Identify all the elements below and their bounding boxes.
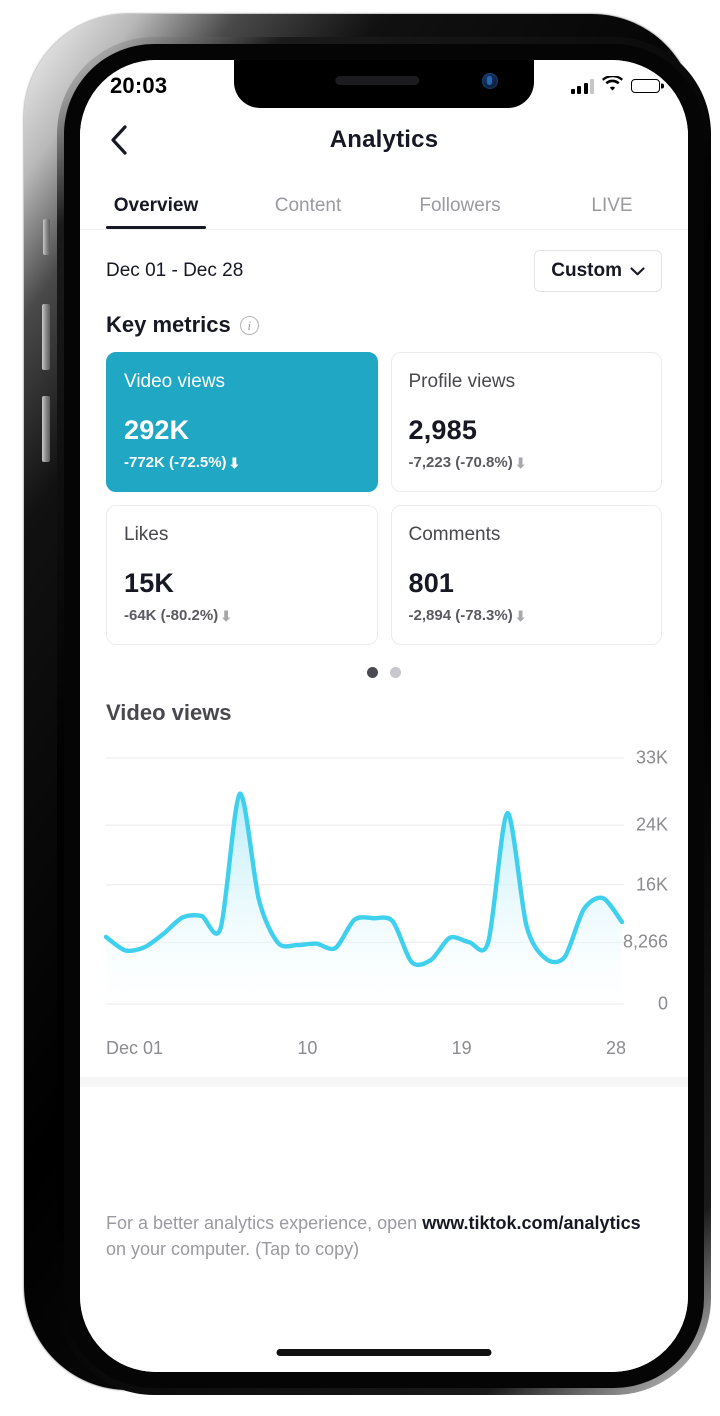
metric-card-label: Profile views [408,371,516,392]
metric-card-delta-text: -7,223 (-70.8%) [408,454,513,471]
info-circle-icon[interactable]: i [239,315,259,335]
date-range-selector-label: Custom [551,260,622,281]
chart-x-axis: Dec 01 10 19 28 [80,1030,688,1059]
key-metrics-title: Key metrics [106,312,231,337]
date-range-selector[interactable]: Custom [534,250,662,292]
front-camera-icon [482,73,498,89]
metric-card-delta: -7,223 (-70.8%) ⬇ [409,454,644,471]
phone-screen: 20:03 [80,60,688,1372]
phone-frame-outer: 20:03 [24,14,711,1395]
metric-card-delta: -2,894 (-78.3%) ⬇ [409,607,644,624]
back-button[interactable] [98,120,138,160]
footer-text-before: For a better analytics experience, open [106,1212,423,1233]
footer-text-after: on your computer. (Tap to copy) [106,1238,360,1259]
y-tick-label: 16K [635,874,668,895]
chart-area-fill [106,793,622,1004]
home-indicator[interactable] [276,1349,492,1356]
tab-overview[interactable]: Overview [80,195,232,229]
pager-dot-2[interactable] [390,667,401,678]
earpiece-speaker-icon [335,76,420,85]
silent-switch-button[interactable] [43,219,50,255]
metric-card-value: 801 [408,568,455,598]
chart-title: Video views [106,700,232,725]
metric-card-value: 15K [124,568,175,598]
analytics-url-link[interactable]: www.tiktok.com/analytics [422,1212,641,1233]
nav-bar: Analytics [80,108,688,172]
y-tick-label: 33K [635,747,668,768]
chart-y-axis: 33K 24K 16K 8,266 0 [594,740,678,1030]
y-tick-label: 8,266 [622,931,668,952]
tab-content[interactable]: Content [274,195,342,216]
chart-svg [103,757,625,1005]
signal-bars-icon [570,78,594,94]
y-tick-label: 0 [657,993,668,1014]
arrow-down-icon: ⬇ [228,454,241,471]
date-range-label: Dec 01 - Dec 28 [106,260,244,281]
x-tick-label: 10 [297,1038,318,1058]
volume-down-button[interactable] [42,396,50,462]
page-title: Analytics [329,126,439,153]
arrow-down-icon: ⬇ [514,607,527,624]
wifi-icon [602,74,623,97]
metric-card-delta-text: -2,894 (-78.3%) [408,607,513,624]
status-bar: 20:03 [80,60,688,108]
device-notch [234,60,534,108]
status-time: 20:03 [110,73,168,98]
video-views-chart[interactable]: 33K 24K 16K 8,266 0 [80,740,688,1030]
battery-icon [631,79,660,93]
metric-card-video-views[interactable]: Video views 292K -772K (-72.5%) ⬇ [106,352,378,492]
x-tick-label: Dec 01 [106,1038,164,1058]
y-tick-label: 24K [635,814,668,835]
x-tick-label: 28 [605,1038,626,1058]
pager-dot-1[interactable] [367,667,378,678]
metric-card-value: 292K [124,415,190,445]
section-divider [80,1077,688,1087]
arrow-down-icon: ⬇ [514,454,527,471]
metric-card-label: Comments [408,524,501,545]
date-range-row: Dec 01 - Dec 28 Custom [80,230,688,292]
x-tick-label: 19 [451,1038,472,1058]
key-metrics-cards: Video views 292K -772K (-72.5%) ⬇ Profil… [80,338,688,645]
volume-up-button[interactable] [42,304,50,370]
tab-bar: Overview Content Followers LIVE [80,172,688,230]
metric-card-delta-text: -64K (-80.2%) [124,607,219,624]
chart-line [103,791,625,968]
metric-card-label: Video views [124,371,226,392]
tab-live[interactable]: LIVE [591,195,633,216]
chevron-down-icon [630,266,645,275]
metric-card-profile-views[interactable]: Profile views 2,985 -7,223 (-70.8%) ⬇ [390,352,662,492]
chevron-left-icon [110,125,127,155]
metric-card-delta: -64K (-80.2%) ⬇ [124,607,359,624]
metric-card-likes[interactable]: Likes 15K -64K (-80.2%) ⬇ [106,505,378,645]
metric-card-delta-text: -772K (-72.5%) [124,454,227,471]
metrics-pager [80,645,688,678]
footer-note[interactable]: For a better analytics experience, open … [80,1170,688,1262]
key-metrics-header: Key metrics i [80,292,688,338]
arrow-down-icon: ⬇ [220,607,232,624]
tab-followers[interactable]: Followers [419,195,501,216]
metric-card-delta: -772K (-72.5%) ⬇ [124,454,359,471]
metric-card-label: Likes [124,524,169,545]
metric-card-comments[interactable]: Comments 801 -2,894 (-78.3%) ⬇ [390,505,662,645]
status-indicators [570,72,660,97]
analytics-screen: Analytics Overview Content Followers LIV… [80,60,688,1372]
metric-card-value: 2,985 [408,415,478,445]
